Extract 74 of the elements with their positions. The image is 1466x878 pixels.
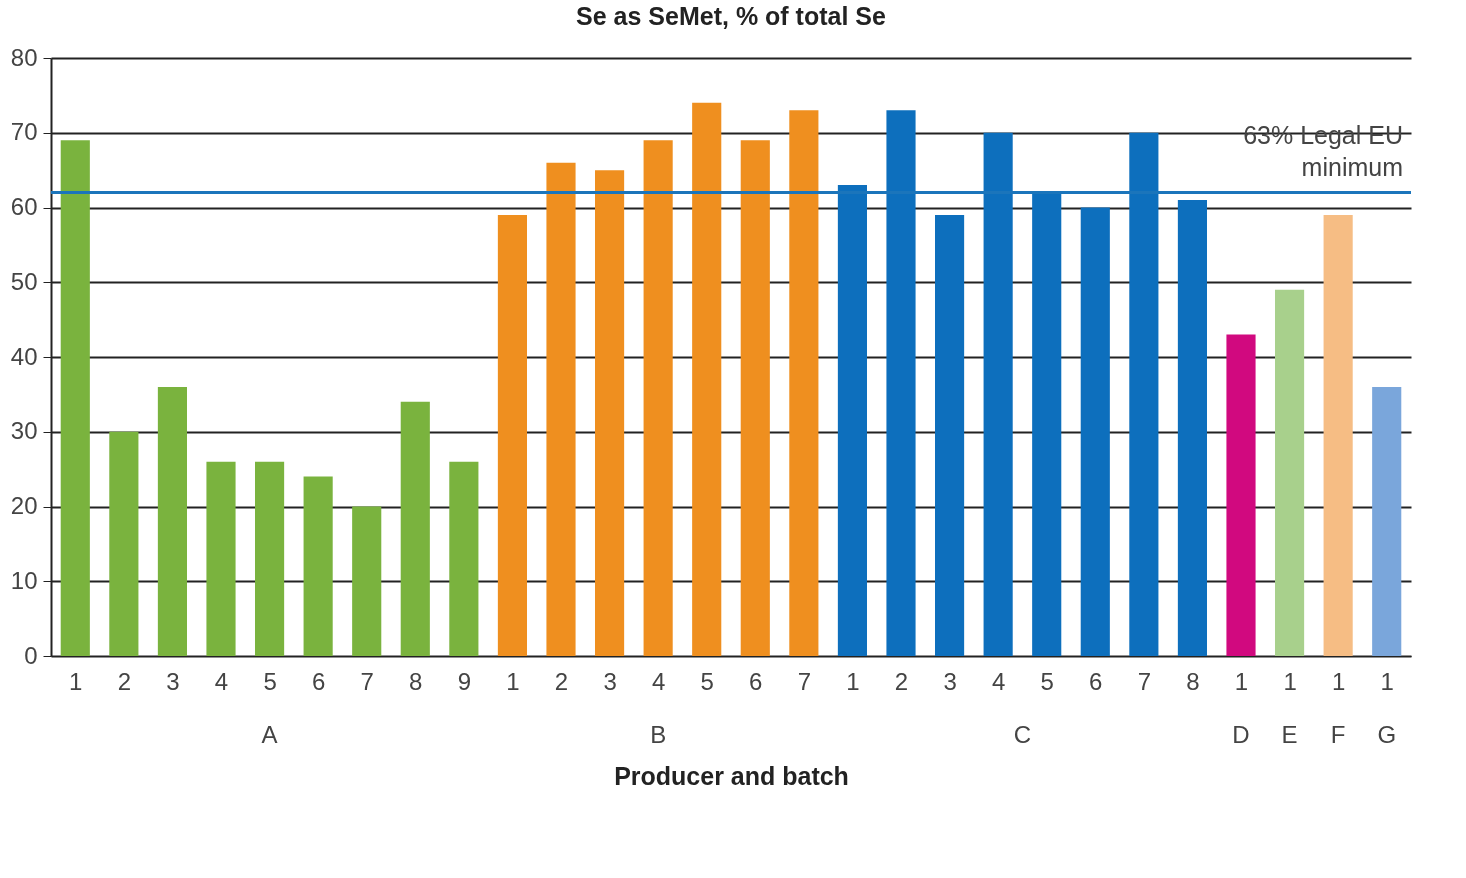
bar	[643, 140, 673, 656]
y-tick-label: 40	[10, 342, 38, 370]
x-tick-label: 2	[117, 667, 132, 695]
x-tick-label: 5	[1040, 667, 1054, 695]
y-tick-label: 30	[10, 417, 38, 445]
x-tick-label: 7	[797, 667, 812, 695]
bar	[1323, 214, 1353, 656]
x-tick-label: 7	[360, 667, 374, 695]
y-tick-label: 0	[24, 641, 38, 669]
bar	[60, 140, 90, 656]
x-tick-label: 1	[846, 667, 860, 695]
bar	[1177, 200, 1207, 656]
bar	[352, 506, 382, 656]
bar	[400, 401, 430, 656]
x-tick-label: 4	[651, 667, 666, 695]
x-tick-label: 9	[457, 667, 472, 695]
bar	[789, 110, 819, 656]
x-tick-label: 3	[166, 667, 180, 695]
x-axis-title: Producer and batch	[614, 761, 849, 790]
text: D	[1232, 721, 1250, 748]
bar	[255, 461, 285, 656]
bar	[595, 170, 625, 656]
x-tick-label: 1	[1283, 667, 1297, 695]
bar	[1372, 386, 1402, 656]
x-tick-label: 4	[991, 667, 1006, 695]
y-tick-label: 20	[10, 492, 38, 519]
bar	[1275, 289, 1305, 656]
y-tick-label: 50	[10, 267, 38, 295]
bar	[303, 476, 333, 656]
bar	[206, 461, 236, 656]
x-tick-label: 1	[1380, 667, 1394, 695]
x-tick-label: 1	[69, 667, 83, 695]
x-tick-label: 6	[749, 667, 763, 695]
bar	[740, 140, 770, 656]
x-tick-label: 2	[894, 667, 909, 695]
x-tick-label: 1	[506, 667, 520, 695]
y-tick-label: 80	[10, 43, 38, 71]
x-tick-label: 8	[1186, 667, 1200, 695]
bar	[983, 132, 1013, 656]
x-tick-label: 6	[311, 667, 326, 695]
bar	[449, 461, 479, 656]
bar	[546, 162, 576, 656]
x-tick-label: 2	[554, 667, 569, 695]
bar	[935, 214, 965, 656]
y-tick-label: 60	[10, 193, 38, 220]
x-tick-label: 1	[1331, 667, 1346, 695]
x-tick-label: 4	[214, 667, 229, 695]
bar	[497, 214, 527, 656]
text: E	[1281, 721, 1298, 748]
bar	[1226, 334, 1256, 656]
x-tick-label: 5	[700, 667, 714, 695]
bar	[109, 431, 139, 656]
text: B	[650, 721, 667, 748]
x-tick-label: 3	[943, 667, 957, 695]
bar	[1032, 192, 1062, 656]
text: A	[261, 721, 278, 748]
chart-title: Se as SeMet, % of total Se	[576, 2, 886, 30]
x-tick-label: 8	[409, 667, 423, 695]
x-tick-label: 3	[603, 667, 617, 695]
text: G	[1377, 721, 1397, 748]
bar	[886, 110, 916, 656]
bar	[157, 386, 187, 656]
y-tick-label: 70	[10, 118, 38, 146]
y-tick-label: 10	[10, 566, 38, 594]
x-tick-label: 5	[263, 667, 277, 695]
x-tick-label: 1	[1234, 667, 1249, 695]
text: F	[1330, 721, 1346, 748]
bar	[837, 185, 867, 656]
bar	[1129, 132, 1159, 656]
bar	[1080, 207, 1110, 656]
bar	[692, 102, 722, 656]
x-tick-label: 7	[1137, 667, 1152, 695]
x-tick-label: 6	[1089, 667, 1103, 695]
text: C	[1013, 721, 1032, 748]
